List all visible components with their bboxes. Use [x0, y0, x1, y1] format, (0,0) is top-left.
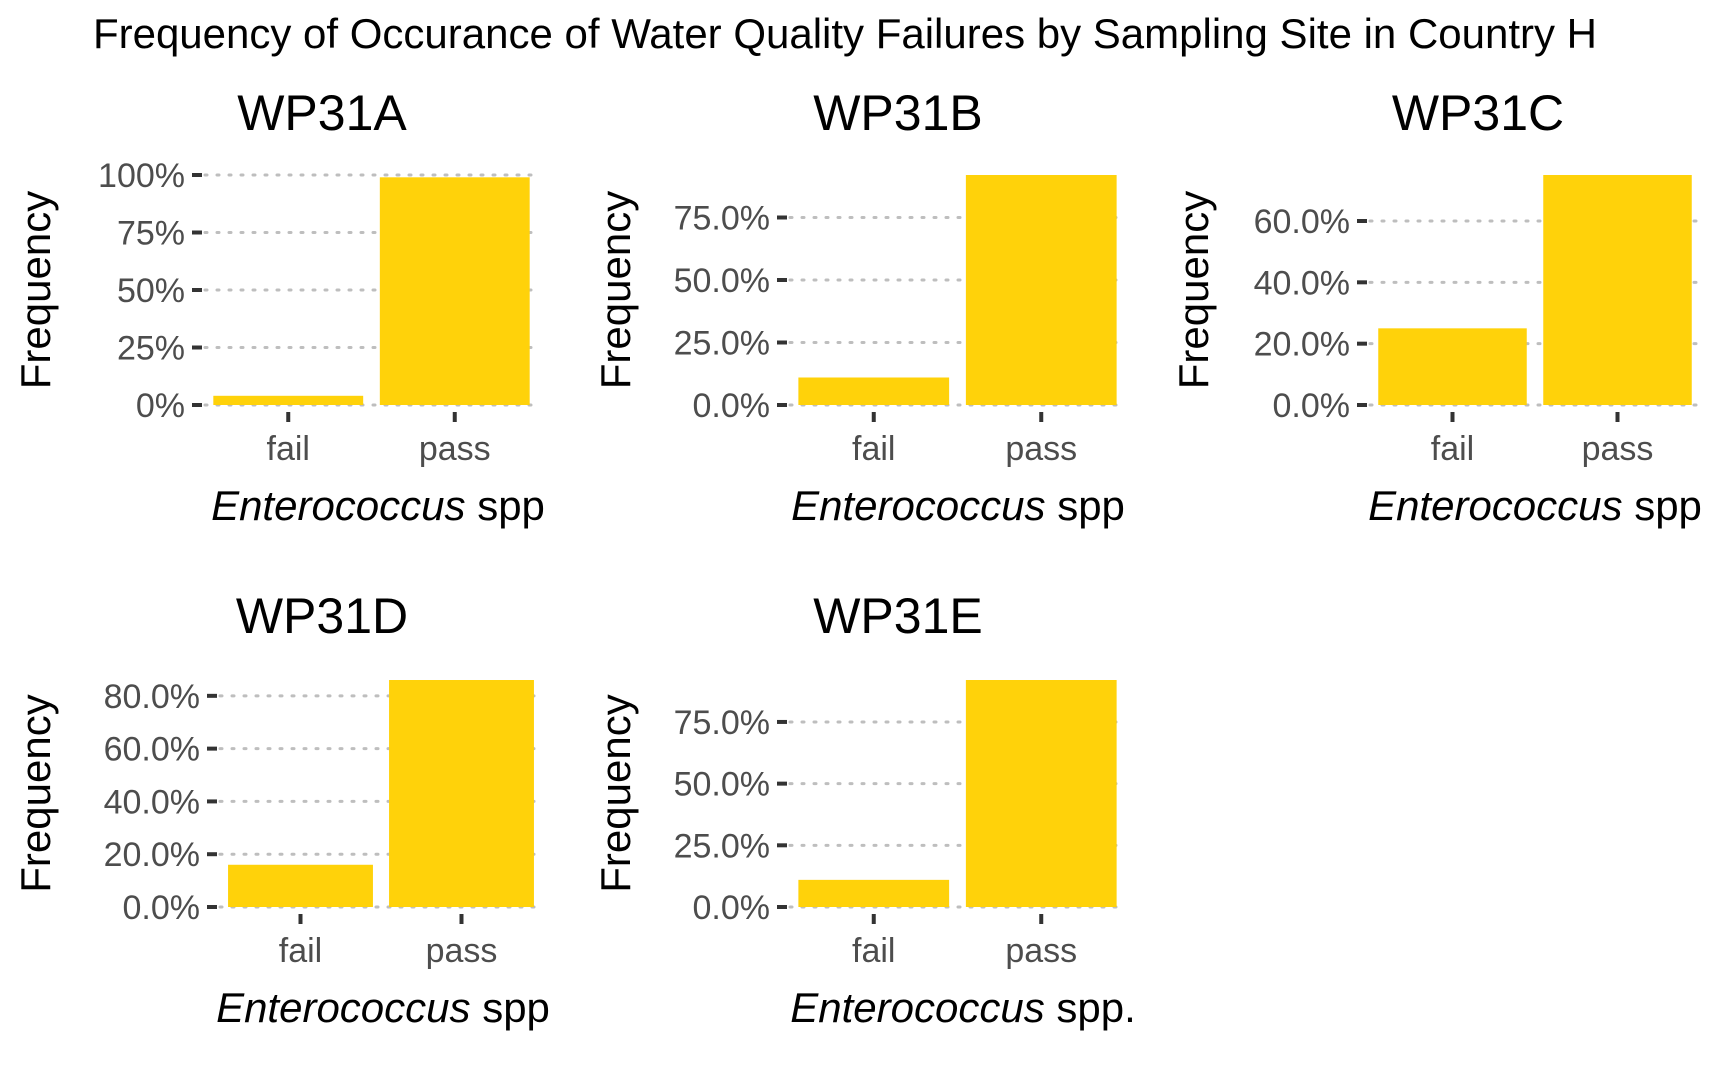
x-axis-label-suffix: spp — [466, 482, 545, 529]
y-tick-label: 75.0% — [674, 200, 770, 238]
x-axis-label: Enterococcus spp. — [790, 984, 1136, 1031]
x-tick-label: pass — [1582, 430, 1654, 468]
bar-pass — [965, 175, 1117, 405]
x-axis-label-suffix: spp — [1046, 482, 1125, 529]
panel-title: WP31C — [1392, 85, 1564, 141]
x-axis-label-genus: Enterococcus — [211, 482, 465, 529]
x-tick-label: pass — [1005, 430, 1077, 468]
y-axis-label: Frequency — [592, 191, 639, 389]
x-axis-label-genus: Enterococcus — [1368, 482, 1622, 529]
y-tick-label: 75% — [117, 215, 185, 253]
x-tick-label: fail — [267, 430, 310, 468]
x-axis-label-genus: Enterococcus — [790, 984, 1044, 1031]
y-tick-label: 20.0% — [1254, 326, 1350, 364]
bar-fail — [798, 879, 950, 907]
x-tick-label: pass — [419, 430, 491, 468]
y-tick-label: 25.0% — [674, 325, 770, 363]
y-tick-label: 50% — [117, 272, 185, 310]
x-axis-label-genus: Enterococcus — [216, 984, 470, 1031]
y-tick-label: 60.0% — [104, 731, 200, 769]
main-title: Frequency of Occurance of Water Quality … — [93, 10, 1597, 57]
y-axis-label: Frequency — [12, 694, 59, 892]
y-tick-label: 0% — [136, 387, 185, 425]
y-tick-label: 25.0% — [674, 827, 770, 865]
panel-wp31e: WP31E 0.0% 25.0% 50.0% 75.0% fail pass Frequenc… — [592, 588, 1136, 1031]
x-axis-label-suffix: spp — [1623, 482, 1702, 529]
x-tick-label: pass — [1005, 932, 1077, 970]
y-tick-label: 40.0% — [1254, 264, 1350, 302]
y-tick-label: 80.0% — [104, 678, 200, 716]
bar-pass — [379, 177, 530, 405]
bar-fail — [228, 864, 373, 907]
y-tick-label: 100% — [98, 157, 185, 195]
x-axis-label-suffix: spp — [471, 984, 550, 1031]
panel-wp31c: WP31C 0.0% 20.0% 40.0% 60.0% fail pass Frequenc… — [1170, 85, 1702, 529]
panel-title: WP31B — [813, 85, 983, 141]
y-tick-label: 75.0% — [674, 704, 770, 742]
bar-pass — [965, 680, 1117, 907]
bar-fail — [213, 395, 364, 405]
panel-wp31d: WP31D 0.0% 20.0% 40.0% 60.0% 80.0% fail pass Fre… — [12, 588, 550, 1031]
x-axis-label: Enterococcus spp — [211, 482, 545, 529]
y-tick-label: 50.0% — [674, 766, 770, 804]
bar-fail — [1378, 328, 1527, 405]
y-tick-label: 25% — [117, 330, 185, 368]
y-tick-label: 50.0% — [674, 262, 770, 300]
y-tick-label: 0.0% — [693, 387, 771, 425]
bar-fail — [798, 377, 950, 405]
panel-title: WP31A — [237, 85, 407, 141]
y-axis-label: Frequency — [1170, 191, 1217, 389]
y-tick-label: 60.0% — [1254, 203, 1350, 241]
panel-wp31a: WP31A 0% 25% 50% 75% 100% fail pass Frequency Ent… — [12, 85, 545, 529]
x-axis-label-suffix: spp. — [1045, 984, 1136, 1031]
panel-title: WP31D — [236, 588, 408, 644]
x-axis-label: Enterococcus spp — [791, 482, 1125, 529]
x-axis-label: Enterococcus spp — [1368, 482, 1702, 529]
x-tick-label: fail — [279, 932, 322, 970]
panel-wp31b: WP31B 0.0% 25.0% 50.0% 75.0% fail pass Frequenc… — [592, 85, 1127, 529]
y-axis-label: Frequency — [12, 191, 59, 389]
y-tick-label: 0.0% — [123, 889, 201, 927]
x-axis-label-genus: Enterococcus — [791, 482, 1045, 529]
bar-pass — [1543, 175, 1692, 405]
x-tick-label: fail — [1431, 430, 1474, 468]
x-tick-label: pass — [426, 932, 498, 970]
x-axis-label: Enterococcus spp — [216, 984, 550, 1031]
y-axis-label: Frequency — [592, 694, 639, 892]
y-tick-label: 0.0% — [693, 889, 771, 927]
y-tick-label: 0.0% — [1273, 387, 1351, 425]
bar-pass — [389, 680, 534, 907]
y-tick-label: 20.0% — [104, 836, 200, 874]
x-tick-label: fail — [852, 932, 895, 970]
x-tick-label: fail — [852, 430, 895, 468]
y-tick-label: 40.0% — [104, 783, 200, 821]
panel-title: WP31E — [813, 588, 983, 644]
